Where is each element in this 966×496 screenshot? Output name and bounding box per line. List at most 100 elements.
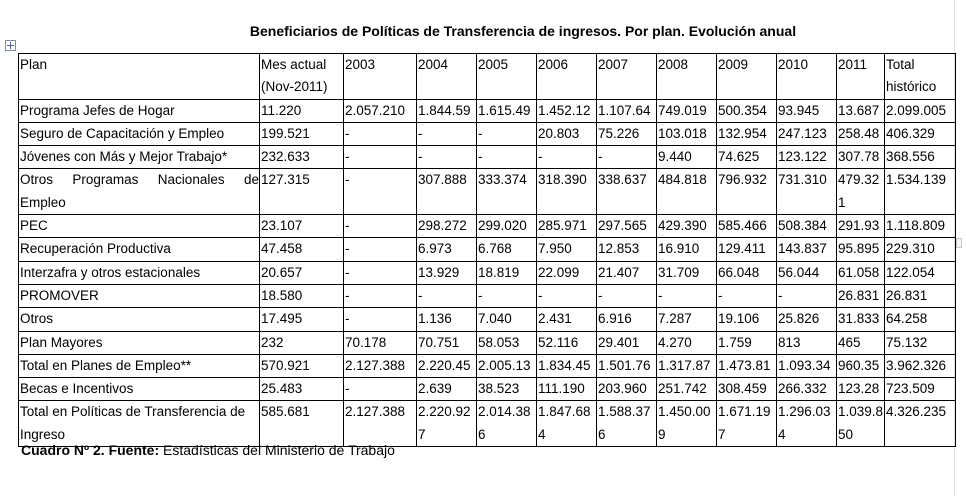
table-cell: 7.287 [656,307,717,332]
header-2011: 2011 [836,53,885,100]
table-cell: 813 [776,330,837,355]
table-cell: - [596,283,657,309]
table-cell: 570.921 [259,353,344,379]
row-label: Seguro de Capacitación y Empleo [18,121,260,147]
table-cell: 38.523 [476,377,537,402]
table-cell: 749.019 [656,98,717,123]
header-2008: 2008 [656,53,717,100]
table-cell: 479.321 [836,168,885,216]
table-cell: 66.048 [716,260,777,285]
row-label: Jóvenes con Más y Mejor Trabajo* [18,145,260,170]
table-cell: 95.895 [836,237,885,262]
table-row: Otros Programas Nacionales de Empleo 127.… [18,168,956,216]
table-cell: 123.122 [776,145,837,170]
table-cell: 285.971 [536,214,597,239]
table-cell: 429.390 [656,214,717,239]
table-row: Otros 17.495-1.136 7.040 2.431 6.916 7.287 19.… [18,307,956,332]
table-cell: 123.28 [836,377,885,402]
row-label: Total en Planes de Empleo** [18,353,260,379]
table-row: Recuperación Productiva 47.458-6.973 6.768… [18,237,956,262]
table-cell: 29.401 [596,330,657,355]
table-cell: 2.431 [536,307,597,332]
table-cell: 1.844.59 [416,98,477,123]
table-row: Plan Mayores 232 70.178 70.751 58.053 52.116 2… [18,330,956,355]
table-cell: 47.458 [259,237,344,262]
table-cell: - [343,214,417,239]
table-cell: 18.819 [476,260,537,285]
table-cell: 7.950 [536,237,597,262]
table-cell: 127.315 [259,168,344,216]
table-cell: 64.258 [884,307,956,332]
table-cell: 1.534.139 [884,168,956,216]
table-cell: 2.127.388 [343,400,417,448]
table-cell: 1.136 [416,307,477,332]
table-cell: 122.054 [884,260,956,285]
table-cell: 3.962.326 [884,353,956,379]
table-caption: Cuadro Nº 2. Fuente: Estadísticas del Mi… [21,441,395,459]
table-cell: 26.831 [836,283,885,309]
table-cell: 508.384 [776,214,837,239]
table-row: Total en Planes de Empleo** 570.921 2.127.… [18,353,956,379]
table-cell: 258.48 [836,121,885,147]
table-cell: 6.973 [416,237,477,262]
table-cell: - [776,283,837,309]
table-cell: 7.040 [476,307,537,332]
header-plan: Plan [18,53,260,100]
table-cell: 143.837 [776,237,837,262]
table-row: Programa Jefes de Hogar 11.220 2.057.210 1.… [18,98,956,123]
caption-text: Estadísticas del Ministerio de Trabajo [159,442,395,458]
table-cell: 1.501.76 [596,353,657,379]
table-cell: 368.556 [884,145,956,170]
table-cell: 2.014.386 [476,400,537,448]
table-cell: 2.220.927 [416,400,477,448]
table-cell: 232.633 [259,145,344,170]
table-cell: 22.099 [536,260,597,285]
header-2004: 2004 [416,53,477,100]
table-cell: 74.625 [716,145,777,170]
table-cell: 18.580 [259,283,344,309]
row-label: Interzafra y otros estacionales [18,260,260,285]
table-cell: 299.020 [476,214,537,239]
table-cell: 960.35 [836,353,885,379]
table-cell: - [536,283,597,309]
table-cell: 61.058 [836,260,885,285]
table-cell: 333.374 [476,168,537,216]
table-cell: 1.834.45 [536,353,597,379]
row-label: Becas e Incentivos [18,377,260,402]
table-cell: - [343,121,417,147]
row-label: Otros Programas Nacionales de Empleo [18,168,260,216]
table-cell: 31.833 [836,307,885,332]
table-cell: 75.226 [596,121,657,147]
table-cell: - [343,168,417,216]
row-label: PEC [18,214,260,239]
header-2007: 2007 [596,53,657,100]
row-label: Recuperación Productiva [18,237,260,262]
table-cell: 25.483 [259,377,344,402]
table-cell: 2.005.13 [476,353,537,379]
header-total: Total histórico [884,53,956,100]
table-cell: 1.107.64 [596,98,657,123]
table-row: Seguro de Capacitación y Empleo 199.521- -… [18,121,956,147]
table-row: Interzafra y otros estacionales 20.657-13… [18,260,956,285]
table-cell: 307.78 [836,145,885,170]
table-move-handle-icon[interactable] [5,40,16,51]
table-cell: 298.272 [416,214,477,239]
table-cell: 9.440 [656,145,717,170]
table-cell: 232 [259,330,344,355]
table-cell: 585.681 [259,400,344,448]
table-cell: 93.945 [776,98,837,123]
table-cell: 4.270 [656,330,717,355]
table-cell: 70.178 [343,330,417,355]
table-cell: 731.310 [776,168,837,216]
table-cell: 12.853 [596,237,657,262]
table-cell: 338.637 [596,168,657,216]
table-cell: - [416,283,477,309]
table-cell: 247.123 [776,121,837,147]
table-cell: 585.466 [716,214,777,239]
table-cell: 132.954 [716,121,777,147]
table-cell: 26.831 [884,283,956,309]
table-row: Jóvenes con Más y Mejor Trabajo* 232.633-… [18,145,956,170]
scroll-thumb[interactable] [956,238,962,248]
table-cell: 1.473.81 [716,353,777,379]
table-cell: 4.326.235 [884,400,956,448]
